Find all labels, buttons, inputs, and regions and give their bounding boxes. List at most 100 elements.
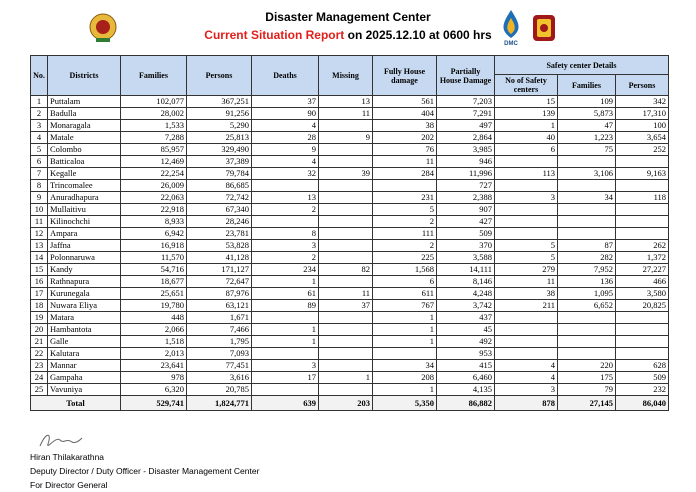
cell: 5 (494, 239, 558, 252)
cell: 3,654 (614, 131, 670, 144)
cell (318, 251, 373, 264)
data-row: 15 Kandy 54,716 171,127 234 82 1,568 14,111 279 7… (30, 263, 670, 276)
cell: 284 (372, 167, 437, 180)
column-header: Families (120, 55, 187, 96)
cell: 2 (372, 239, 437, 252)
cell: Mannar (47, 359, 121, 372)
cell: Mullaitivu (47, 203, 121, 216)
cell: 111 (372, 227, 437, 240)
cell (614, 227, 670, 240)
cell: 211 (494, 299, 558, 312)
cell: 61 (251, 287, 319, 300)
cell (557, 155, 616, 168)
data-row: 24 Gampaha 978 3,616 17 1 208 6,460 4 175 509 (30, 371, 670, 384)
cell: 448 (120, 311, 187, 324)
cell: 1 (30, 95, 48, 108)
data-row: 17 Kurunegala 25,651 87,976 61 11 611 4,248 38 1,… (30, 287, 670, 300)
cell: 3,616 (186, 371, 252, 384)
cell: 89 (251, 299, 319, 312)
cell: 3 (494, 383, 558, 396)
cell: Trincomalee (47, 179, 121, 192)
cell: 6,460 (436, 371, 495, 384)
cell: 47 (557, 119, 616, 132)
cell: 11 (30, 215, 48, 228)
cell: 1 (494, 119, 558, 132)
cell: 2,388 (436, 191, 495, 204)
cell (318, 383, 373, 396)
cell (494, 179, 558, 192)
cell: 953 (436, 347, 495, 360)
column-header: Missing (318, 55, 373, 96)
data-row: 25 Vavuniya 6,320 20,785 1 4,135 3 79 232 (30, 383, 670, 396)
cell: 136 (557, 275, 616, 288)
cell: 3,985 (436, 143, 495, 156)
cell: 4 (494, 371, 558, 384)
cell (494, 323, 558, 336)
cell: 2,066 (120, 323, 187, 336)
cell: 3 (251, 359, 319, 372)
cell (318, 335, 373, 348)
cell: Vavuniya (47, 383, 121, 396)
cell (614, 215, 670, 228)
cell: 6 (30, 155, 48, 168)
cell: 1 (318, 371, 373, 384)
cell (494, 311, 558, 324)
cell: 8 (251, 227, 319, 240)
cell: 8,146 (436, 275, 495, 288)
cell: 113 (494, 167, 558, 180)
emblem (89, 13, 117, 42)
logo-text: DMC (504, 41, 518, 47)
cell: Colombo (47, 143, 121, 156)
group-header: Safety center Details (493, 55, 670, 75)
cell: 7,203 (436, 95, 495, 108)
cell: Hambantota (47, 323, 121, 336)
cell: 6,320 (120, 383, 187, 396)
cell: 1 (372, 311, 437, 324)
data-row: 16 Rathnapura 18,677 72,647 1 6 8,146 11 136 466 (30, 275, 670, 288)
cell: 14 (30, 251, 48, 264)
cell: 2 (30, 107, 48, 120)
cell: 79 (557, 383, 616, 396)
cell: 25,651 (120, 287, 187, 300)
cell (372, 179, 437, 192)
cell (251, 383, 319, 396)
cell: 175 (557, 371, 616, 384)
cell: 370 (436, 239, 495, 252)
signer-position: Deputy Director / Duty Officer - Disaste… (30, 466, 260, 476)
cell (494, 347, 558, 360)
cell: 25 (30, 383, 48, 396)
cell: 15 (494, 95, 558, 108)
data-row: 7 Kegalle 22,254 79,784 32 39 284 11,996 113 3,10… (30, 167, 670, 180)
cell: 13 (251, 191, 319, 204)
cell: 22,918 (120, 203, 187, 216)
signature (39, 434, 83, 447)
cell: 11 (372, 155, 437, 168)
cell (614, 335, 670, 348)
cell (318, 191, 373, 204)
cell: 497 (436, 119, 495, 132)
cell: 22,063 (120, 191, 187, 204)
cell (557, 323, 616, 336)
cell: 171,127 (186, 263, 252, 276)
cell: 82 (318, 263, 373, 276)
cell: 6,942 (120, 227, 187, 240)
cell: 2,864 (436, 131, 495, 144)
cell: 79,784 (186, 167, 252, 180)
data-row: 2 Badulla 28,002 91,256 90 11 404 7,291 139 5,873… (30, 107, 670, 120)
cell: 3 (494, 191, 558, 204)
cell: 1 (372, 323, 437, 336)
cell: 72,647 (186, 275, 252, 288)
cell: 208 (372, 371, 437, 384)
cell (557, 215, 616, 228)
cell: 24 (30, 371, 48, 384)
cell: 1 (251, 275, 319, 288)
cell: 37 (318, 299, 373, 312)
cell: 17,310 (614, 107, 670, 120)
cell: 202 (372, 131, 437, 144)
cell: Monaragala (47, 119, 121, 132)
cell: 3,742 (436, 299, 495, 312)
cell: 14,111 (436, 263, 495, 276)
cell: 1 (372, 335, 437, 348)
cell: 329,490 (186, 143, 252, 156)
cell: Kilinochchi (47, 215, 121, 228)
